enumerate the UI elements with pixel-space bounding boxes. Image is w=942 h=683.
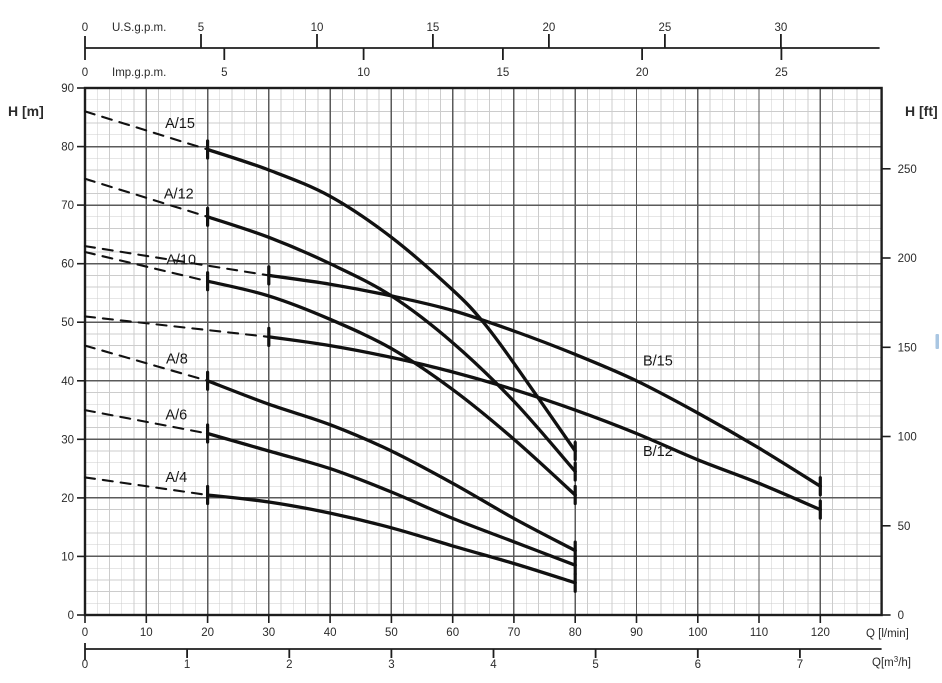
m3h-tick-label: 2: [286, 659, 292, 671]
q-lmin-tick-label: 90: [630, 627, 643, 639]
usgpm-tick-label: 25: [659, 22, 672, 34]
q-lmin-tick-label: 80: [569, 627, 582, 639]
m3h-tick-label: 0: [82, 659, 88, 671]
curve-label-b-12: B/12: [643, 444, 673, 460]
curve-label-a-10: A/10: [166, 253, 196, 269]
axis-right-ft: 0 50 100 150 200 250 H [ft]: [881, 103, 938, 622]
curve-b-12-solid-segment: [267, 335, 822, 512]
m3h-tick-label: 6: [695, 659, 701, 671]
blue-edge-artifact: [935, 334, 939, 349]
impgpm-tick-label: 5: [221, 67, 227, 79]
curve-label-a-4: A/4: [165, 470, 187, 486]
curve-a-6-solid-segment: [205, 431, 577, 567]
h-m-tick-label: 30: [61, 434, 74, 446]
h-m-tick-label: 90: [61, 83, 74, 95]
usgpm-tick-label: 10: [311, 22, 324, 34]
impgpm-tick-label: 20: [636, 67, 649, 79]
curve-a-8-solid-segment: [205, 379, 577, 553]
curve-a-4: [83, 476, 577, 593]
axis-bottom-m3h: 0 1 2 3 4 5 6 7 Q[m3/h]: [82, 643, 911, 671]
h-m-tick-label: 40: [61, 376, 74, 388]
q-lmin-tick-label: 40: [324, 627, 337, 639]
q-lmin-tick-label: 20: [201, 627, 214, 639]
grid-major: [85, 88, 882, 615]
q-lmin-tick-label: 10: [140, 627, 153, 639]
curve-label-a-15: A/15: [165, 116, 195, 132]
h-ft-tick-label: 200: [898, 253, 917, 265]
curve-b-12: [83, 315, 822, 520]
axis-bottom-lmin: 0 10 20 30 40 50 60 70 80 90 100 110 120 Q [l/min]: [82, 615, 909, 640]
q-lmin-tick-label: 30: [262, 627, 275, 639]
curve-a-15-solid-segment: [205, 147, 577, 453]
m3h-tick-label: 1: [184, 659, 190, 671]
curve-label-a-12: A/12: [164, 186, 194, 202]
q-lmin-tick-label: 110: [750, 627, 768, 639]
h-m-tick-label: 20: [61, 493, 74, 505]
m3h-axis-title: Q[m3/h]: [872, 655, 911, 669]
q-lmin-tick-label: 70: [508, 627, 521, 639]
h-ft-tick-label: 0: [898, 610, 904, 622]
impgpm-tick-label: 10: [357, 67, 370, 79]
impgpm-axis-title: Imp.g.p.m.: [112, 67, 166, 79]
m3h-tick-label: 4: [490, 659, 497, 671]
curve-a-12-dashed-segment: [83, 177, 209, 218]
curve-label-a-8: A/8: [166, 352, 188, 368]
axis-top-gpm: 0 5 10 15 20 25 30 U.S.g.p.m. 0 5 10 15 20 25 Imp.g.p.…: [82, 22, 880, 79]
q-lmin-tick-label: 120: [811, 627, 830, 639]
curve-a-15: [83, 110, 577, 462]
curve-b-15-dashed-segment: [83, 245, 270, 277]
grid-minor: [85, 88, 882, 615]
curve-a-6-dashed-segment: [83, 409, 209, 435]
impgpm-tick-label: 0: [82, 67, 88, 79]
h-ft-tick-label: 250: [898, 164, 917, 176]
impgpm-tick-label: 15: [497, 67, 510, 79]
curve-label-a-6: A/6: [165, 408, 187, 424]
axis-left-m: 0 10 20 30 40 50 60 70 80 90 H [m]: [8, 83, 85, 622]
plot-border: [83, 86, 883, 617]
q-lmin-tick-label: 50: [385, 627, 398, 639]
usgpm-tick-label: 15: [427, 22, 440, 34]
h-ft-tick-label: 150: [898, 342, 917, 354]
h-m-tick-label: 0: [68, 610, 74, 622]
curve-b-15: [83, 245, 822, 497]
curve-a-8-dashed-segment: [83, 344, 209, 382]
usgpm-tick-label: 0: [82, 22, 88, 34]
usgpm-tick-label: 20: [543, 22, 556, 34]
curve-label-b-15: B/15: [643, 353, 673, 369]
q-lmin-axis-title: Q [l/min]: [866, 628, 909, 640]
q-lmin-tick-label: 100: [688, 627, 707, 639]
curve-b-15-solid-segment: [267, 273, 822, 488]
h-ft-axis-title: H [ft]: [905, 103, 938, 119]
m3h-tick-label: 7: [797, 659, 803, 671]
m3h-tick-label: 5: [592, 659, 598, 671]
curve-a-10: [83, 250, 577, 506]
h-m-tick-label: 50: [61, 317, 74, 329]
m3h-tick-label: 3: [388, 659, 394, 671]
usgpm-axis-title: U.S.g.p.m.: [112, 22, 166, 34]
q-lmin-tick-label: 0: [82, 627, 88, 639]
curve-a-6: [83, 409, 577, 576]
curve-labels: A/15 A/12 A/10 A/8 A/6 A/4 B/15 B/12: [164, 116, 673, 486]
h-m-axis-title: H [m]: [8, 103, 44, 119]
curve-a-4-dashed-segment: [83, 476, 209, 497]
q-lmin-tick-label: 60: [446, 627, 459, 639]
curve-a-4-solid-segment: [205, 493, 577, 585]
h-m-tick-label: 80: [61, 142, 74, 154]
h-m-tick-label: 70: [61, 200, 74, 212]
h-m-tick-label: 10: [61, 551, 74, 563]
usgpm-tick-label: 5: [198, 22, 204, 34]
h-ft-tick-label: 50: [898, 521, 911, 533]
curve-b-12-dashed-segment: [83, 315, 270, 338]
h-ft-tick-label: 100: [898, 432, 917, 444]
curve-a-10-solid-segment: [205, 279, 577, 497]
impgpm-tick-label: 25: [775, 67, 788, 79]
h-m-tick-label: 60: [61, 259, 74, 271]
usgpm-tick-label: 30: [775, 22, 788, 34]
curve-a-15-dashed-segment: [83, 110, 209, 151]
curve-a-10-dashed-segment: [83, 250, 209, 283]
